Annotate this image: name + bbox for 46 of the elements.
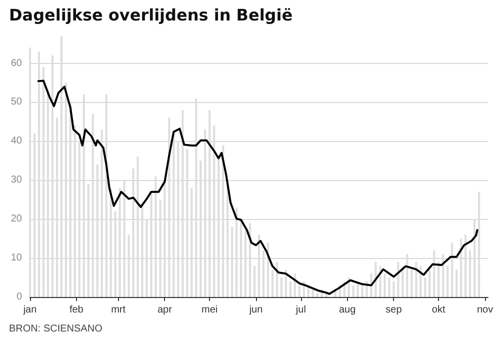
bar <box>312 289 314 297</box>
y-tick-label: 60 <box>10 58 22 69</box>
bar <box>361 285 364 297</box>
bar <box>384 274 386 297</box>
x-tick-label: jan <box>22 304 37 316</box>
x-tick-label: nov <box>476 304 494 316</box>
bar <box>289 281 292 297</box>
x-tick-label: mei <box>202 304 218 316</box>
bar <box>402 266 404 297</box>
x-tick-label: sep <box>386 304 402 316</box>
bar <box>280 278 282 297</box>
bar <box>254 266 256 297</box>
bar <box>456 270 458 297</box>
y-tick-label: 50 <box>10 96 22 108</box>
bar <box>298 285 300 297</box>
bar <box>438 262 440 297</box>
x-tick-label: apr <box>157 304 173 316</box>
bar <box>397 262 400 297</box>
y-tick-label: 30 <box>10 174 22 186</box>
bar <box>388 278 390 297</box>
y-tick-label: 20 <box>10 214 22 225</box>
text: BRON: SCIENSANO <box>9 324 103 334</box>
y-tick-label: 40 <box>10 136 22 147</box>
bar <box>352 285 354 297</box>
x-tick-label: okt <box>432 304 446 316</box>
x-tick-label: jun <box>248 304 263 316</box>
bar <box>424 278 426 297</box>
x-tick-label: aug <box>338 304 356 316</box>
bar <box>316 293 318 297</box>
bar <box>428 270 431 297</box>
bar <box>446 266 449 297</box>
y-tick-label: 10 <box>10 252 22 264</box>
line-series <box>36 80 479 295</box>
x-tick-label: mrt <box>111 304 126 316</box>
bar <box>420 266 422 297</box>
bar <box>284 270 287 297</box>
bar <box>276 262 278 297</box>
x-tick-label: jul <box>294 304 306 316</box>
bar <box>410 270 413 297</box>
bar <box>271 270 274 297</box>
bar <box>415 262 418 297</box>
bar <box>392 281 395 297</box>
y-tick-label: 0 <box>16 292 22 302</box>
x-tick-label: feb <box>69 304 84 316</box>
bar <box>374 262 377 297</box>
chart-title: Dagelijkse overlijdens in België <box>9 6 293 24</box>
